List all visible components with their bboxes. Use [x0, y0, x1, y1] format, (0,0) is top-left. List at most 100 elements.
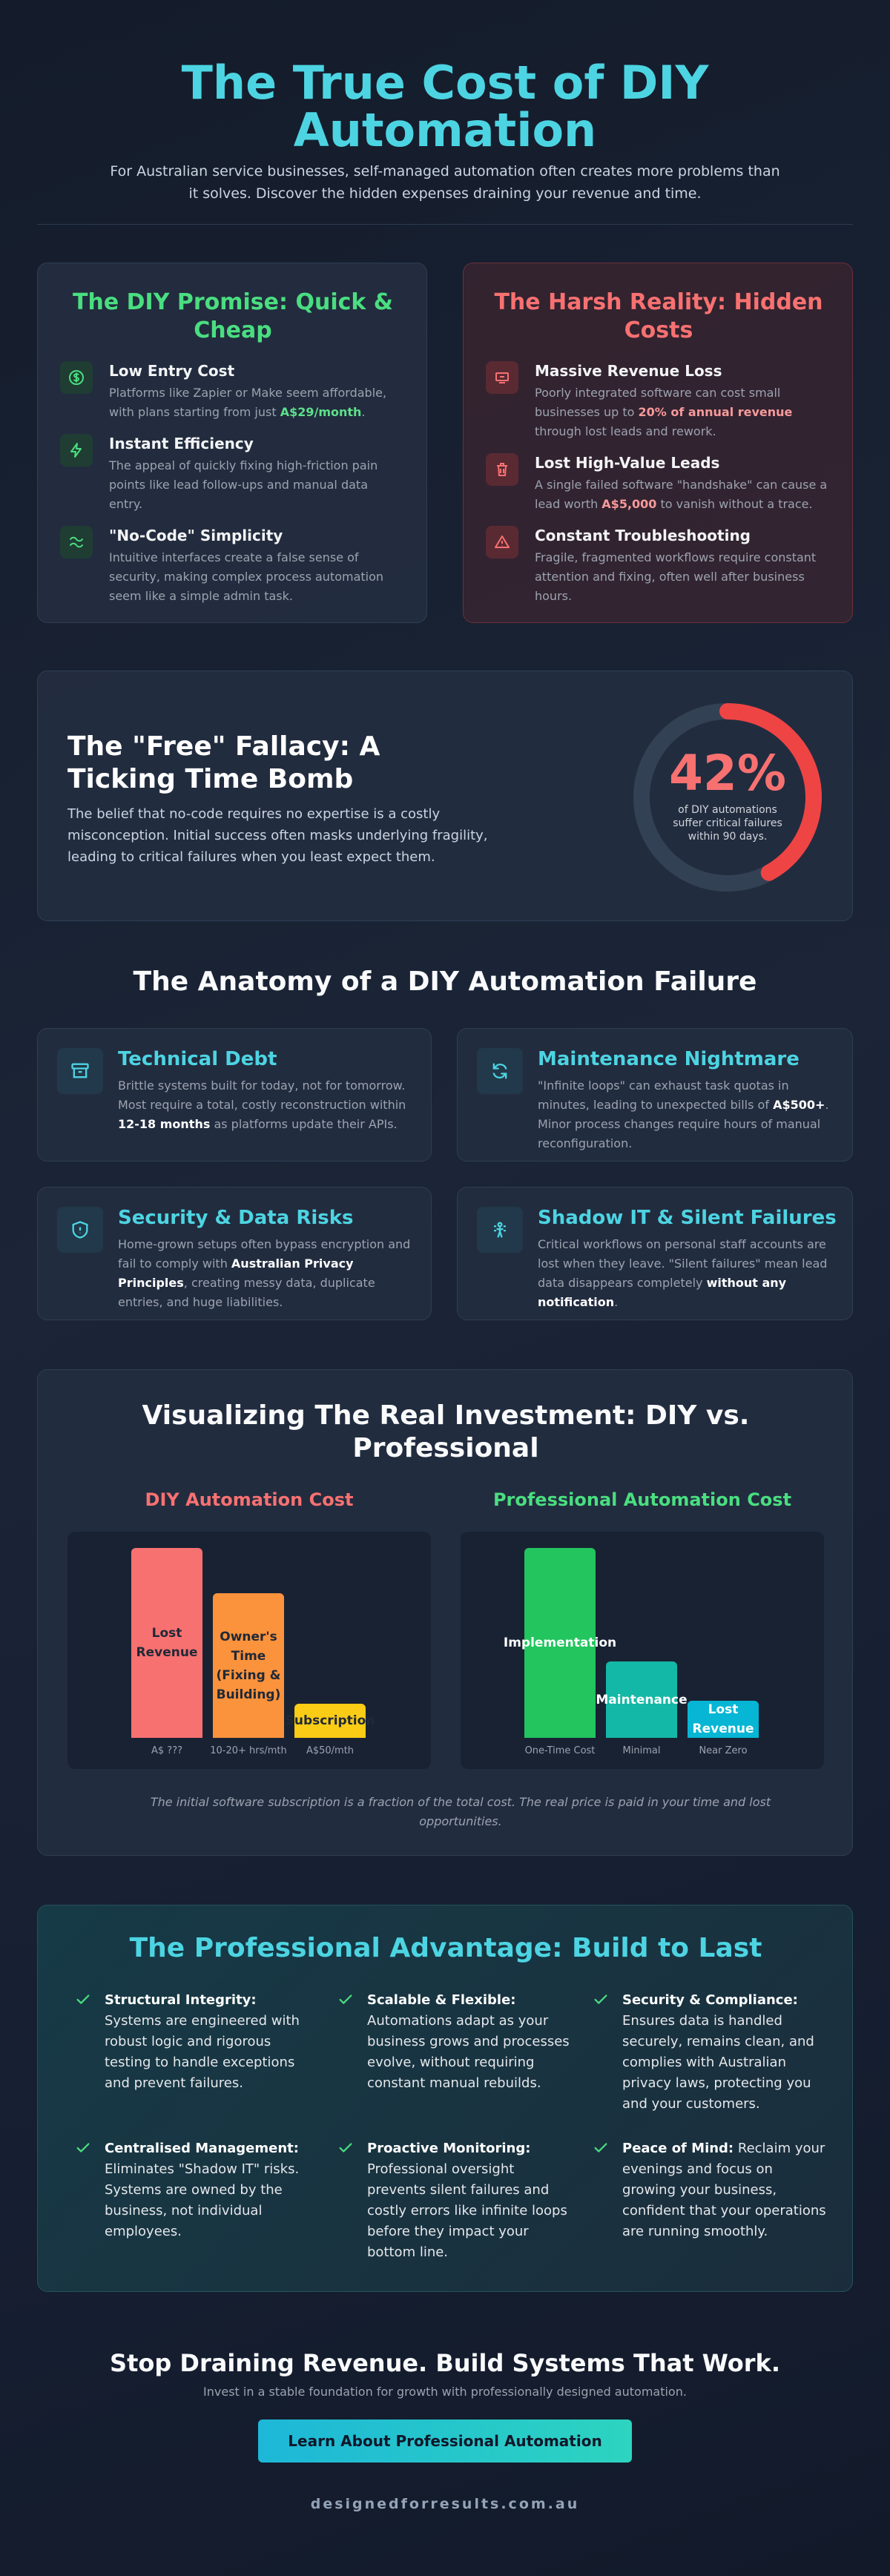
- page-subtitle: For Australian service businesses, self-…: [110, 163, 780, 202]
- anatomy-text-part: Home-grown setups often bypass encryptio…: [118, 1237, 411, 1271]
- cta-subtitle: Invest in a stable foundation for growth…: [203, 2385, 687, 2399]
- chart-footnote: The initial software subscription is a f…: [150, 1795, 771, 1828]
- promise-item-text: The appeal of quickly fixing high-fricti…: [109, 458, 378, 511]
- page-title: The True Cost of DIY Automation: [181, 56, 709, 157]
- advantage-description: Systems are engineered with robust logic…: [105, 2013, 300, 2091]
- free-fallacy-card: The "Free" Fallacy: A Ticking Time Bomb …: [37, 671, 853, 921]
- failure-rate-gauge: 42% of DIY automations suffer critical f…: [631, 701, 824, 894]
- anatomy-card: Technical Debt Brittle systems built for…: [37, 1028, 432, 1162]
- advantage-description: Reclaim your evenings and focus on growi…: [622, 2141, 826, 2239]
- gauge-value: 42%: [669, 745, 786, 802]
- promise-item: "No-Code" Simplicity Intuitive interface…: [60, 526, 404, 603]
- investment-card: Visualizing The Real Investment: DIY vs.…: [37, 1369, 853, 1856]
- ghost-user-icon: [477, 1207, 523, 1253]
- anatomy-text-part: "Infinite loops" can exhaust task quotas…: [538, 1078, 789, 1112]
- learn-more-button[interactable]: Learn About Professional Automation: [258, 2419, 632, 2463]
- category-label: 10-20+ hrs/mth: [210, 1745, 287, 1756]
- footer-domain: designedforresults.com.au: [310, 2496, 580, 2512]
- anatomy-text-part: , creating messy data, duplicate entries…: [118, 1276, 375, 1309]
- dollar-circle-icon: [60, 361, 93, 394]
- chart-bar: Subscription: [286, 1704, 375, 1738]
- bar-label: Lost Revenue: [136, 1626, 198, 1660]
- advantage-text: Structural Integrity: Systems are engine…: [105, 1990, 312, 2094]
- category-label: Minimal: [622, 1745, 661, 1756]
- advantage-text: Scalable & Flexible: Automations adapt a…: [367, 1990, 575, 2094]
- reality-item-heading: Lost High-Value Leads: [535, 454, 720, 472]
- chart-bar: Lost Revenue: [688, 1701, 759, 1738]
- puzzle-icon: [60, 526, 93, 559]
- promise-item-heading: Instant Efficiency: [109, 435, 254, 452]
- reality-item-text-part: to vanish without a trace.: [656, 497, 813, 511]
- diy-promise-title: The DIY Promise: Quick & Cheap: [73, 289, 393, 343]
- header-divider: [37, 224, 853, 225]
- reality-item-text-part: through lost leads and rework.: [535, 424, 716, 438]
- anatomy-card: Security & Data Risks Home-grown setups …: [37, 1187, 432, 1320]
- promise-item: Instant Efficiency The appeal of quickly…: [60, 434, 404, 511]
- advantage-heading: Centralised Management:: [105, 2141, 299, 2156]
- anatomy-text-part: . Minor process changes require hours of…: [538, 1098, 829, 1150]
- anatomy-text-part: as platforms update their APIs.: [210, 1117, 398, 1131]
- anatomy-section-title: The Anatomy of a DIY Automation Failure: [133, 966, 757, 997]
- advantage-heading: Scalable & Flexible:: [367, 1992, 516, 2008]
- checkmark-icon: [75, 1992, 91, 2008]
- shield-icon: [57, 1207, 103, 1253]
- category-label: One-Time Cost: [524, 1745, 596, 1756]
- promise-item-text: Intuitive interfaces create a false sens…: [109, 550, 384, 603]
- lightning-icon: [60, 434, 93, 467]
- anatomy-card-text: Critical workflows on personal staff acc…: [538, 1235, 833, 1312]
- advantage-description: Professional oversight prevents silent f…: [367, 2161, 567, 2260]
- harsh-reality-card: The Harsh Reality: Hidden Costs Massive …: [463, 263, 853, 623]
- anatomy-card-title: Security & Data Risks: [118, 1207, 354, 1229]
- advantage-heading: Structural Integrity:: [105, 1992, 257, 2008]
- checkmark-icon: [75, 2140, 91, 2156]
- gauge-fill: [633, 703, 822, 892]
- bar-label: Implementation: [503, 1635, 617, 1650]
- trash-icon: [486, 453, 518, 486]
- anatomy-text-part: Critical workflows on personal staff acc…: [538, 1237, 828, 1290]
- reality-item: Constant Troubleshooting Fragile, fragme…: [486, 526, 830, 603]
- checkmark-icon: [337, 2140, 354, 2156]
- archive-box-icon: [57, 1048, 103, 1094]
- pro-cost-chart: Implementation One-Time Cost Maintenance Mi…: [461, 1532, 824, 1769]
- diy-chart-title: DIY Automation Cost: [145, 1489, 354, 1510]
- cta-heading: Stop Draining Revenue. Build Systems Tha…: [110, 2349, 780, 2377]
- advantage-text: Security & Compliance: Ensures data is h…: [622, 1990, 830, 2115]
- anatomy-card-title: Technical Debt: [118, 1048, 277, 1070]
- advantage-description: Automations adapt as your business grows…: [367, 2013, 570, 2091]
- reality-item-text-part: A single failed software "handshake" can…: [535, 478, 828, 511]
- advantage-description: Ensures data is handled securely, remain…: [622, 2013, 814, 2112]
- advantage-heading: Security & Compliance:: [622, 1992, 798, 2008]
- anatomy-card-title: Maintenance Nightmare: [538, 1048, 800, 1070]
- anatomy-text-emphasis: A$500+: [773, 1098, 825, 1112]
- reality-item: Massive Revenue Loss Poorly integrated s…: [486, 361, 830, 438]
- diy-promise-card: The DIY Promise: Quick & Cheap Low Entry…: [37, 263, 427, 623]
- anatomy-card-text: Home-grown setups often bypass encryptio…: [118, 1235, 412, 1312]
- promise-item-heading: "No-Code" Simplicity: [109, 527, 283, 544]
- promise-item-heading: Low Entry Cost: [109, 362, 235, 380]
- investment-title: Visualizing The Real Investment: DIY vs.…: [142, 1400, 750, 1463]
- reality-item-text: A single failed software "handshake" can…: [535, 475, 830, 514]
- reality-item-heading: Constant Troubleshooting: [535, 527, 751, 544]
- reality-item: Lost High-Value Leads A single failed so…: [486, 453, 830, 513]
- advantage-text: Peace of Mind: Reclaim your evenings and…: [622, 2138, 830, 2242]
- advantage-text: Proactive Monitoring: Professional overs…: [367, 2138, 575, 2263]
- promise-item-text-part: Platforms like Zapier or Make seem affor…: [109, 386, 387, 419]
- checkmark-icon: [593, 1992, 609, 2008]
- pro-chart-title: Professional Automation Cost: [492, 1489, 792, 1510]
- advantage-text: Centralised Management: Eliminates "Shad…: [105, 2138, 312, 2242]
- bar-label: Maintenance: [596, 1692, 688, 1707]
- anatomy-text-emphasis: Australian Privacy Principles: [118, 1256, 354, 1290]
- anatomy-text-emphasis: 12-18 months: [118, 1117, 211, 1131]
- advantage-heading: Peace of Mind:: [622, 2141, 734, 2156]
- category-label: Near Zero: [699, 1745, 748, 1756]
- reality-item-text: Fragile, fragmented workflows require co…: [535, 550, 817, 603]
- fallacy-text: The belief that no-code requires no expe…: [67, 806, 488, 865]
- bar-label: Subscription: [285, 1713, 375, 1728]
- anatomy-card-text: Brittle systems built for today, not for…: [118, 1076, 412, 1134]
- anatomy-card-text: "Infinite loops" can exhaust task quotas…: [538, 1076, 833, 1153]
- category-label: A$ ???: [151, 1745, 182, 1756]
- chart-bar: Lost Revenue: [131, 1548, 202, 1738]
- warning-icon: [486, 526, 518, 559]
- chart-bar: Maintenance: [596, 1661, 688, 1738]
